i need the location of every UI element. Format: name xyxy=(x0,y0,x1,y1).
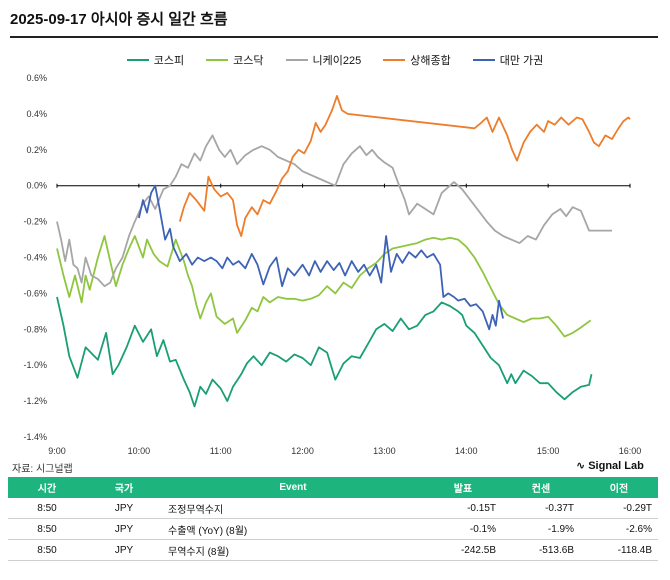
y-tick-label: -1.4% xyxy=(23,432,47,442)
cell-event: 조정무역수지 xyxy=(162,498,424,519)
legend-item-kospi: 코스피 xyxy=(126,52,185,68)
cell-consensus: -0.37T xyxy=(502,498,580,519)
economic-events-table: 시간 국가 Event 발표 컨센 이전 8:50 JPY 조정무역수지 -0.… xyxy=(8,477,658,561)
line-chart: 0.6% 0.4% 0.2% 0.0% -0.2% -0.4% -0.6% -0.8% -1.0… xyxy=(23,73,642,456)
cell-time: 8:50 xyxy=(8,498,86,519)
x-tick-label: 13:00 xyxy=(373,446,396,456)
series-line-1 xyxy=(56,235,592,338)
title-divider xyxy=(10,36,658,38)
legend-item-nikkei: 니케이225 xyxy=(285,52,362,68)
cell-country: JPY xyxy=(86,518,162,540)
cell-actual: -242.5B xyxy=(424,539,502,561)
header-country: 국가 xyxy=(86,477,162,498)
legend-label: 코스닥 xyxy=(233,55,264,67)
legend-item-taiwan: 대만 가권 xyxy=(472,52,544,68)
y-tick-label: 0.4% xyxy=(26,109,47,119)
series-line-0 xyxy=(56,296,593,408)
x-tick-label: 11:00 xyxy=(210,446,232,456)
legend-swatch xyxy=(472,59,495,61)
x-tick-label: 16:00 xyxy=(619,446,642,456)
cell-event: 수출액 (YoY) (8월) xyxy=(162,518,424,540)
logo-text: Signal Lab xyxy=(588,459,644,472)
header-event: Event xyxy=(162,477,424,498)
header-previous: 이전 xyxy=(580,477,658,498)
header-consensus: 컨센 xyxy=(502,477,580,498)
table-row: 8:50 JPY 수출액 (YoY) (8월) -0.1% -1.9% -2.6… xyxy=(8,518,658,540)
y-tick-label: 0.0% xyxy=(26,181,47,191)
legend-swatch xyxy=(383,59,406,61)
legend-label: 코스피 xyxy=(153,55,185,67)
x-tick-label: 9:00 xyxy=(48,446,66,456)
cell-actual: -0.1% xyxy=(424,518,502,540)
x-tick-label: 15:00 xyxy=(537,446,560,456)
legend-item-shanghai: 상해종합 xyxy=(383,52,451,68)
cell-country: JPY xyxy=(86,539,162,561)
legend-swatch xyxy=(206,59,229,61)
y-tick-label: -0.8% xyxy=(23,324,47,334)
cell-previous: -118.4B xyxy=(580,539,658,561)
series-line-3 xyxy=(178,95,631,237)
series-line-4 xyxy=(138,184,504,331)
pulse-icon: ∿ xyxy=(576,460,586,472)
cell-consensus: -513.6B xyxy=(502,539,580,561)
cell-time: 8:50 xyxy=(8,518,86,540)
cell-previous: -2.6% xyxy=(580,518,658,540)
legend-item-kosdaq: 코스닥 xyxy=(206,52,264,68)
x-tick-label: 14:00 xyxy=(455,446,478,456)
chart-legend: 코스피 코스닥 니케이225 상해종합 대만 가권 xyxy=(0,52,670,68)
legend-swatch xyxy=(285,59,308,61)
x-tick-label: 12:00 xyxy=(291,446,314,456)
table-row: 8:50 JPY 조정무역수지 -0.15T -0.37T -0.29T xyxy=(8,498,658,519)
cell-previous: -0.29T xyxy=(580,498,658,519)
y-tick-label: -1.2% xyxy=(23,396,47,406)
cell-consensus: -1.9% xyxy=(502,518,580,540)
y-tick-label: -0.6% xyxy=(23,288,47,298)
cell-country: JPY xyxy=(86,498,162,519)
legend-label: 니케이225 xyxy=(312,55,362,67)
y-tick-label: 0.6% xyxy=(26,73,47,83)
source-note: 자료: 시그널랩 xyxy=(12,464,73,475)
x-tick-label: 10:00 xyxy=(128,446,151,456)
header-actual: 발표 xyxy=(424,477,502,498)
cell-actual: -0.15T xyxy=(424,498,502,519)
chart-title: 2025-09-17 아시아 증시 일간 흐름 xyxy=(10,11,228,28)
cell-event: 무역수지 (8월) xyxy=(162,539,424,561)
y-tick-label: 0.2% xyxy=(26,145,47,155)
y-tick-label: -1.0% xyxy=(23,360,47,370)
header-time: 시간 xyxy=(8,477,86,498)
cell-time: 8:50 xyxy=(8,539,86,561)
brand-logo: ∿ Signal Lab xyxy=(576,459,644,473)
legend-label: 상해종합 xyxy=(410,55,451,67)
table-row: 8:50 JPY 무역수지 (8월) -242.5B -513.6B -118.… xyxy=(8,539,658,561)
legend-label: 대만 가권 xyxy=(499,55,544,67)
table-header-row: 시간 국가 Event 발표 컨센 이전 xyxy=(8,477,658,498)
legend-swatch xyxy=(126,59,149,61)
y-tick-label: -0.2% xyxy=(23,217,47,227)
series-line-2 xyxy=(56,134,612,288)
y-tick-label: -0.4% xyxy=(23,253,47,263)
